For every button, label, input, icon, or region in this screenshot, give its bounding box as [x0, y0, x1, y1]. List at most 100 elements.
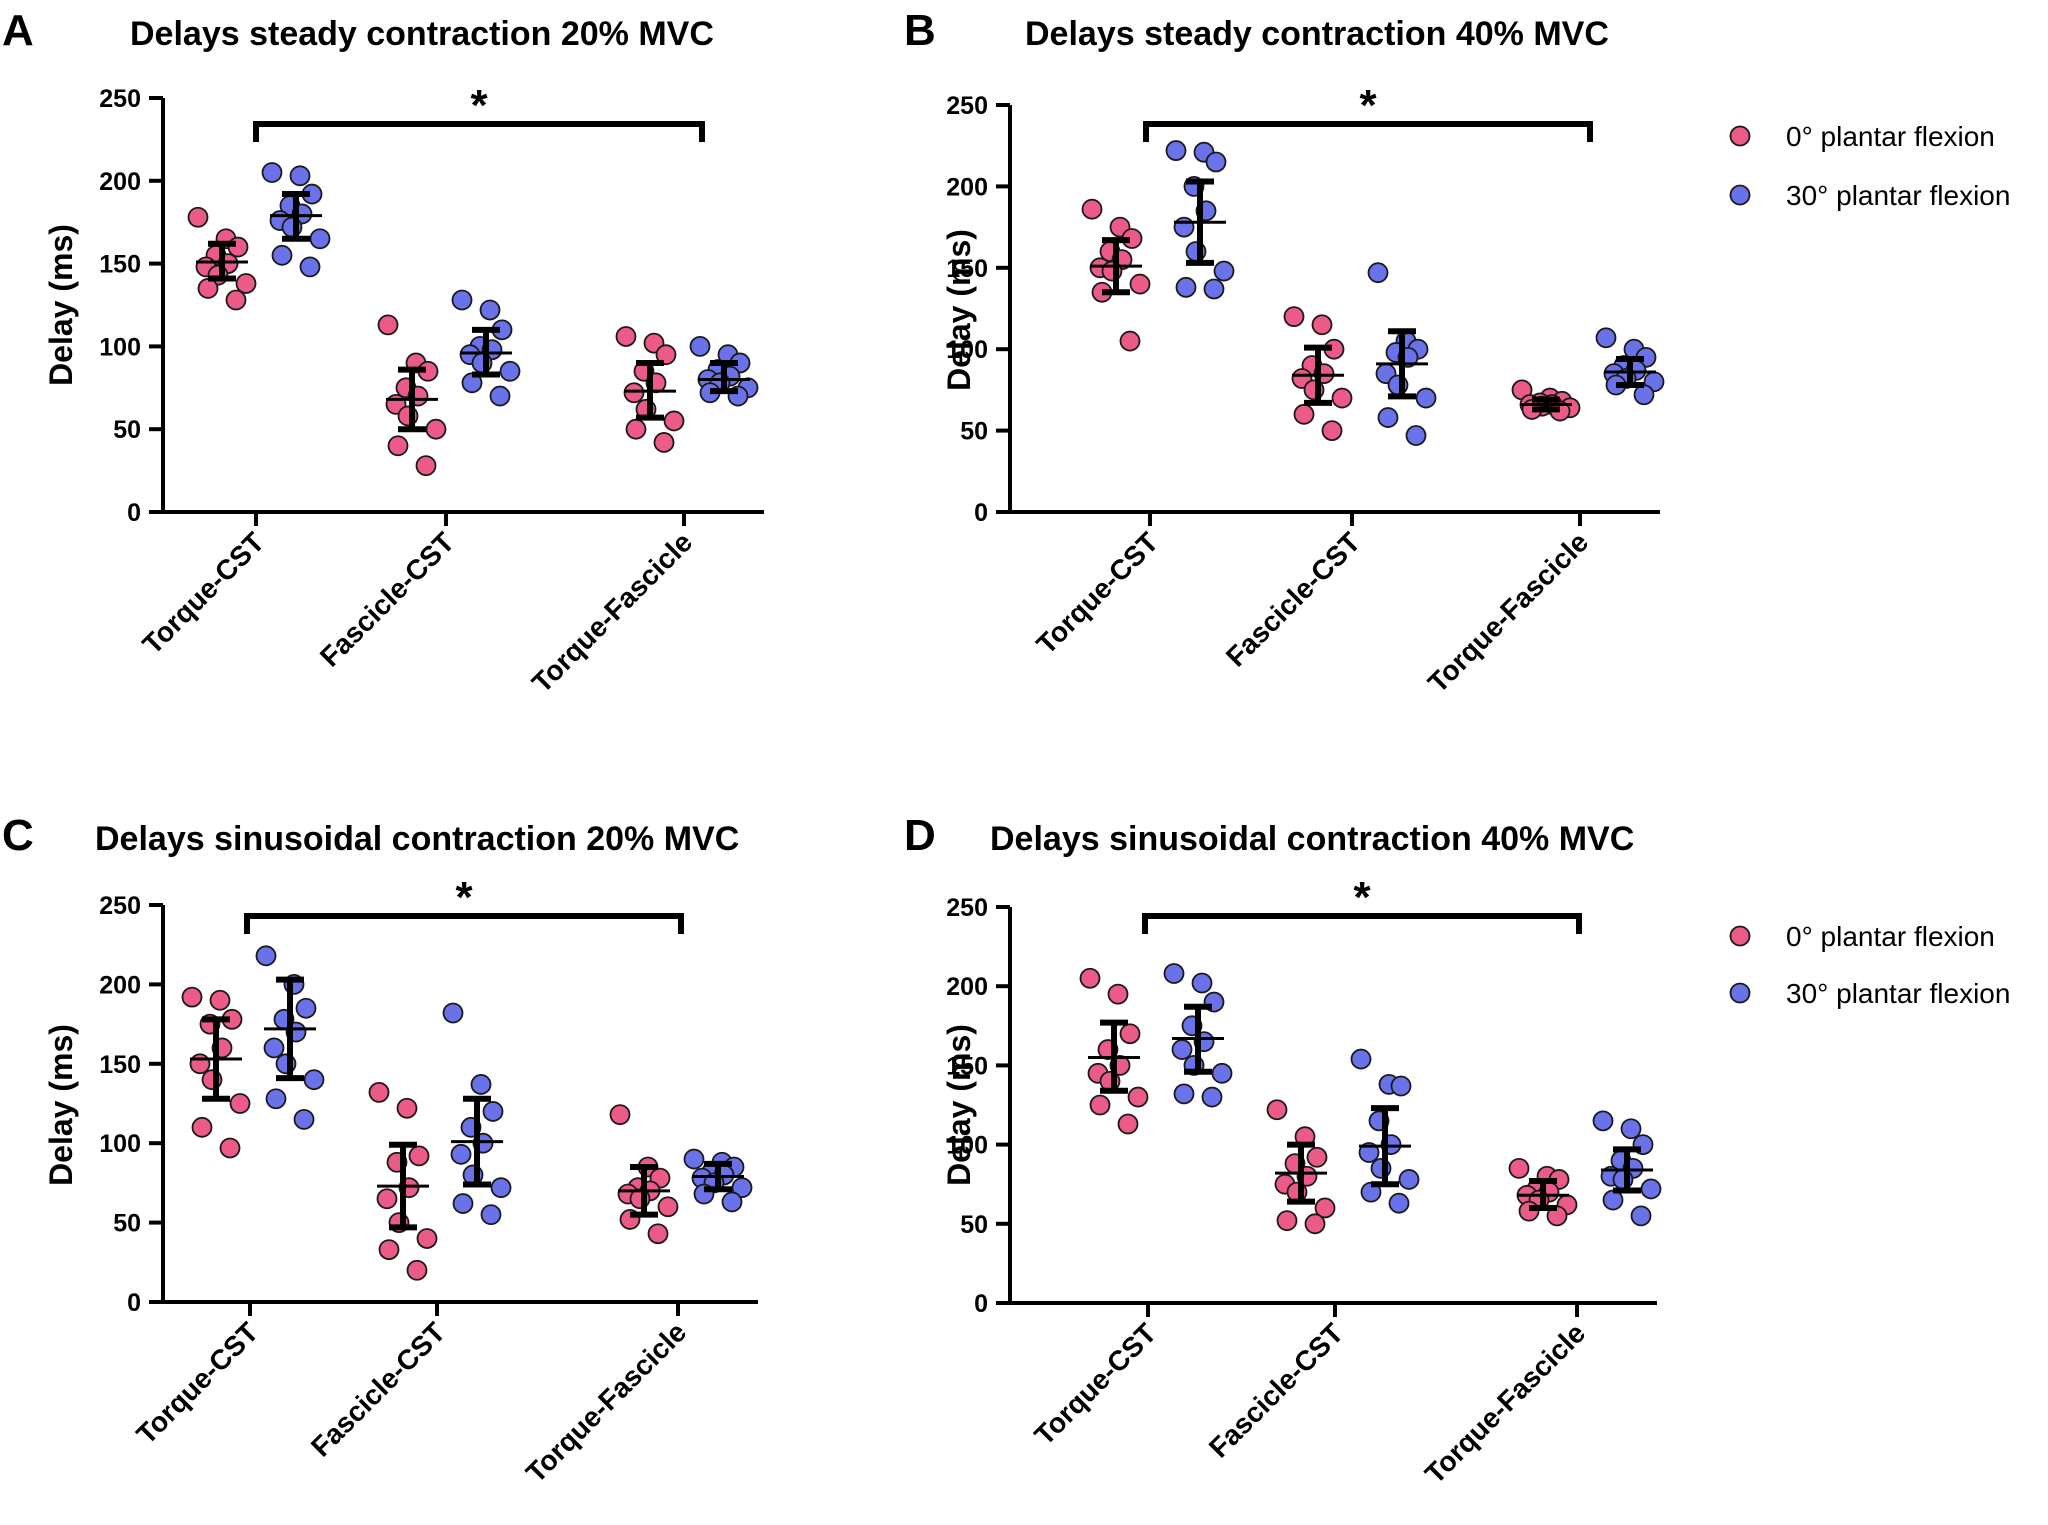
- data-point: [1266, 1099, 1288, 1121]
- data-point: [1119, 330, 1141, 352]
- data-point: [683, 1148, 705, 1170]
- data-point: [387, 435, 409, 457]
- data-point: [1211, 1062, 1233, 1084]
- data-point: [309, 228, 331, 250]
- data-point: [209, 989, 231, 1011]
- data-point: [295, 997, 317, 1019]
- data-point: [303, 1069, 325, 1091]
- significance-star: *: [455, 873, 473, 922]
- data-point: [255, 945, 277, 967]
- data-point: [1321, 420, 1343, 442]
- x-tick-label: Torque-CST: [131, 1316, 265, 1450]
- data-point: [490, 1177, 512, 1199]
- chart-title: Delays steady contraction 20% MVC: [130, 15, 714, 53]
- data-point: [189, 1053, 211, 1075]
- data-point: [219, 1137, 241, 1159]
- data-point: [731, 1177, 753, 1199]
- data-point: [377, 314, 399, 336]
- significance-bracket: [1142, 913, 1582, 934]
- data-point: [191, 1116, 213, 1138]
- data-point: [451, 289, 473, 311]
- panel-letter: A: [2, 6, 34, 55]
- y-tick-label: 150: [99, 1051, 141, 1079]
- data-point: [647, 1223, 669, 1245]
- data-point: [489, 385, 511, 407]
- significance-star: *: [1359, 81, 1377, 130]
- data-point: [1089, 1094, 1111, 1116]
- data-point: [625, 418, 647, 440]
- y-tick-label: 0: [127, 1289, 141, 1317]
- data-point: [1171, 1039, 1193, 1060]
- data-point: [181, 986, 203, 1008]
- data-point: [1213, 260, 1235, 282]
- y-tick-label: 100: [99, 333, 141, 361]
- data-point: [408, 1145, 430, 1167]
- data-point: [1117, 1113, 1139, 1135]
- x-tick-label: Torque-Fascicle: [520, 1316, 692, 1488]
- significance-bracket: [244, 913, 684, 934]
- data-point: [1592, 1110, 1614, 1132]
- x-tick-label: Fascicle-CST: [1203, 1317, 1349, 1463]
- data-point: [406, 1259, 428, 1281]
- y-tick-label: 50: [113, 1210, 141, 1238]
- data-point: [1201, 1086, 1223, 1108]
- data-point: [1293, 403, 1315, 425]
- data-point: [289, 165, 311, 187]
- y-tick-label: 250: [946, 894, 988, 922]
- y-tick-label: 250: [99, 85, 141, 113]
- data-point: [450, 1143, 472, 1165]
- data-point: [482, 1101, 504, 1122]
- legend-label: 0° plantar flexion: [1786, 121, 1995, 152]
- data-point: [1119, 1023, 1141, 1045]
- data-point: [415, 455, 437, 477]
- data-point: [1129, 273, 1151, 295]
- legend-label: 30° plantar flexion: [1786, 180, 2010, 211]
- y-tick-label: 100: [946, 1132, 988, 1160]
- data-point: [1508, 1157, 1530, 1179]
- y-axis-label: Delay (ms): [941, 1024, 977, 1186]
- y-tick-label: 50: [960, 1211, 988, 1239]
- data-point: [1367, 262, 1389, 284]
- data-point: [227, 236, 249, 258]
- data-point: [378, 1239, 400, 1260]
- data-point: [299, 256, 321, 278]
- x-tick-label: Fascicle-CST: [314, 526, 460, 672]
- significance-star: *: [1353, 873, 1371, 922]
- data-point: [197, 278, 219, 299]
- data-point: [499, 360, 521, 382]
- data-point: [261, 162, 283, 183]
- x-tick-label: Torque-Fascicle: [526, 526, 698, 698]
- y-tick-label: 150: [946, 1052, 988, 1080]
- data-point: [442, 1002, 464, 1024]
- data-point: [265, 1088, 287, 1110]
- y-tick-label: 150: [99, 251, 141, 279]
- data-point: [1203, 278, 1225, 300]
- data-point: [1107, 983, 1129, 1005]
- data-point: [615, 326, 637, 347]
- y-tick-label: 200: [946, 973, 988, 1001]
- data-point: [1595, 327, 1617, 349]
- data-point: [1640, 1178, 1662, 1200]
- data-point: [271, 244, 293, 266]
- data-point: [721, 1191, 743, 1213]
- data-point: [470, 1074, 492, 1095]
- y-tick-label: 200: [99, 971, 141, 999]
- data-point: [1390, 1075, 1412, 1097]
- significance-bracket: [253, 121, 705, 142]
- data-point: [1518, 1200, 1540, 1222]
- data-point: [368, 1081, 390, 1103]
- data-point: [229, 1093, 251, 1114]
- legend-label: 0° plantar flexion: [1786, 921, 1995, 952]
- y-axis-label: Delay (ms): [43, 1024, 79, 1186]
- chart-title: Delays steady contraction 40% MVC: [1025, 15, 1609, 53]
- y-tick-label: 50: [113, 416, 141, 444]
- data-point: [1283, 306, 1305, 328]
- panel-c: C Delays sinusoidal contraction 20% MVC 0 5…: [2, 811, 758, 1489]
- data-point: [653, 432, 675, 453]
- legend-marker: [1729, 982, 1751, 1004]
- chart-title: Delays sinusoidal contraction 20% MVC: [95, 820, 739, 858]
- data-point: [1173, 216, 1195, 238]
- data-point: [1306, 1146, 1328, 1168]
- data-point: [1079, 967, 1101, 989]
